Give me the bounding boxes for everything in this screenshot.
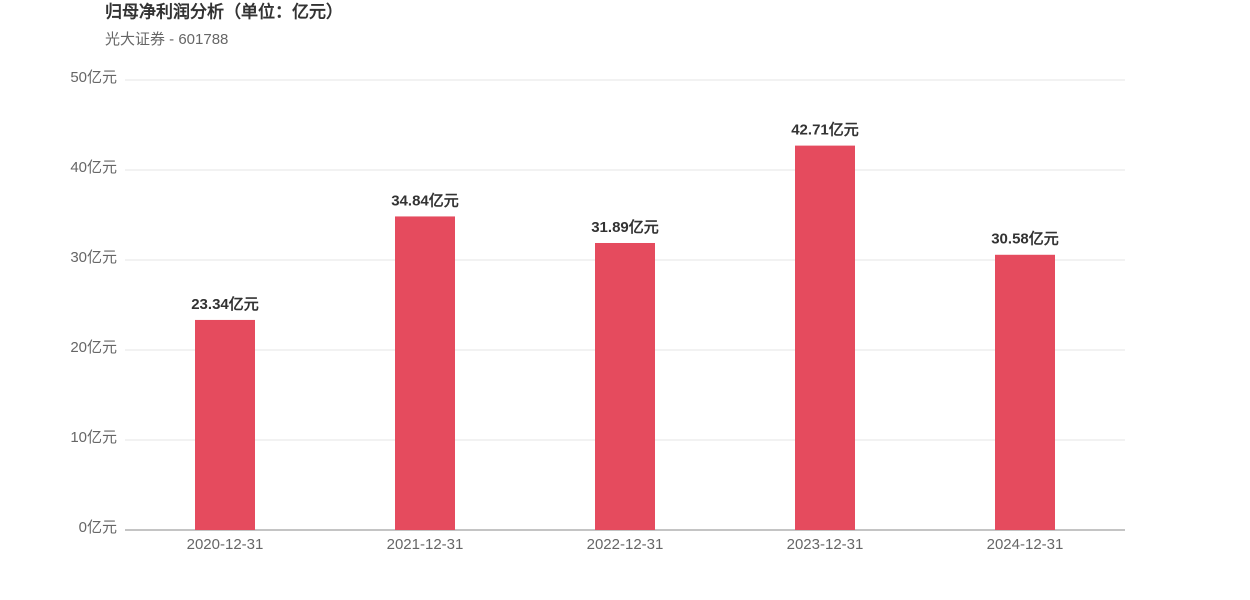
data-label: 30.58亿元 bbox=[991, 230, 1059, 248]
chart-subtitle: 光大证券 - 601788 bbox=[105, 31, 228, 48]
y-tick-label: 30亿元 bbox=[70, 249, 117, 266]
bar bbox=[795, 145, 855, 531]
chart-title: 归母净利润分析（单位：亿元） bbox=[105, 1, 343, 21]
x-tick-label: 2023-12-31 bbox=[787, 536, 864, 553]
x-tick-label: 2022-12-31 bbox=[587, 536, 664, 553]
y-tick-label: 0亿元 bbox=[79, 519, 117, 536]
bar bbox=[595, 242, 655, 531]
y-tick-label: 40亿元 bbox=[70, 159, 117, 176]
y-tick-label: 10亿元 bbox=[70, 429, 117, 446]
x-tick-label: 2024-12-31 bbox=[987, 536, 1064, 553]
y-tick-label: 20亿元 bbox=[70, 339, 117, 356]
bar bbox=[995, 254, 1055, 530]
bar bbox=[195, 319, 255, 530]
data-label: 23.34亿元 bbox=[191, 295, 259, 313]
x-tick-label: 2021-12-31 bbox=[387, 536, 464, 553]
data-label: 34.84亿元 bbox=[391, 191, 459, 209]
data-label: 42.71亿元 bbox=[791, 121, 859, 139]
data-label: 31.89亿元 bbox=[591, 218, 659, 236]
x-tick-label: 2020-12-31 bbox=[187, 536, 264, 553]
bar bbox=[395, 216, 455, 530]
y-tick-label: 50亿元 bbox=[70, 69, 117, 86]
